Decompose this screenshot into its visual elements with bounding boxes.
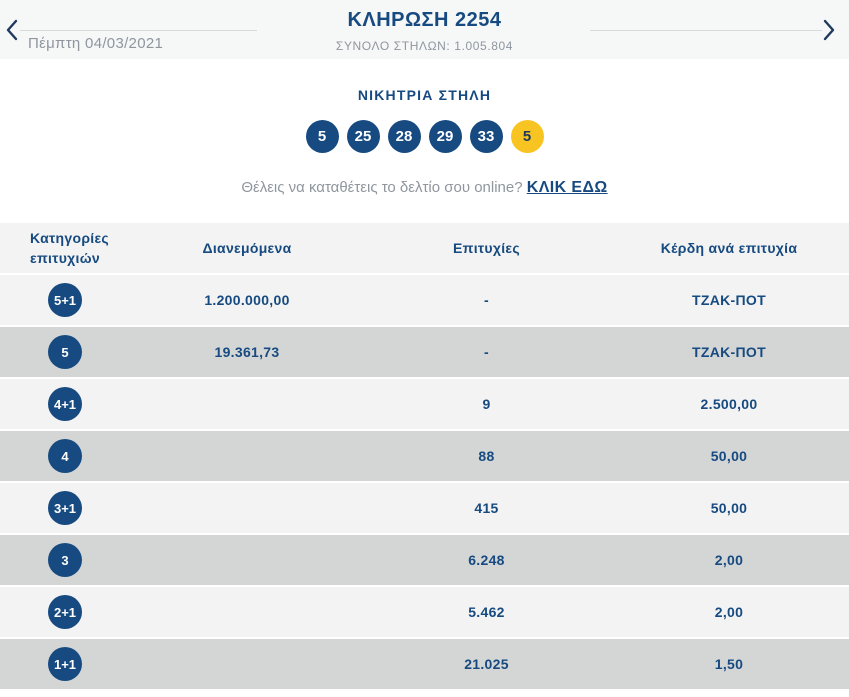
draw-title: ΚΛΗΡΩΣΗ 2254 xyxy=(347,9,502,31)
category-badge: 5+1 xyxy=(48,283,82,317)
draw-header: Πέμπτη 04/03/2021 ΚΛΗΡΩΣΗ 2254 ΣΥΝΟΛΟ ΣΤ… xyxy=(0,0,849,59)
column-header-distributed: Διανεμόμενα xyxy=(202,239,292,256)
previous-draw-button[interactable] xyxy=(5,18,27,42)
hits-value: 415 xyxy=(474,500,499,516)
joker-number-ball: 5 xyxy=(510,120,544,153)
header-divider-left xyxy=(20,30,257,31)
prize-value: 2,00 xyxy=(714,604,744,620)
table-row: 2+1 5.462 2,00 xyxy=(0,587,849,639)
prize-value: ΤΖΑΚ-ΠΟΤ xyxy=(692,292,766,308)
prize-table: Κατηγορίες επιτυχιών Διανεμόμενα Επιτυχί… xyxy=(0,223,849,691)
column-header-prize: Κέρδη ανά επιτυχία xyxy=(660,239,798,256)
table-row: 4 88 50,00 xyxy=(0,431,849,483)
winning-number-ball: 25 xyxy=(346,120,380,153)
draw-date: Πέμπτη 04/03/2021 xyxy=(28,35,164,52)
table-row: 5 19.361,73 - ΤΖΑΚ-ΠΟΤ xyxy=(0,327,849,379)
table-header-row: Κατηγορίες επιτυχιών Διανεμόμενα Επιτυχί… xyxy=(0,223,849,275)
prize-value: ΤΖΑΚ-ΠΟΤ xyxy=(692,344,766,360)
online-prompt: Θέλεις να καταθέτεις το δελτίο σου onlin… xyxy=(0,179,849,197)
winning-number-ball: 29 xyxy=(428,120,462,153)
distributed-value: 19.361,73 xyxy=(214,344,280,360)
winning-column-title: ΝΙΚΗΤΡΙΑ ΣΤΗΛΗ xyxy=(357,87,492,103)
prize-value: 50,00 xyxy=(710,500,748,516)
hits-value: 88 xyxy=(478,448,495,464)
prize-value: 2.500,00 xyxy=(700,396,758,412)
category-badge: 2+1 xyxy=(48,595,82,629)
hits-value: 9 xyxy=(482,396,491,412)
prize-value: 1,50 xyxy=(714,656,744,672)
category-badge: 4+1 xyxy=(48,387,82,421)
winning-number-ball: 28 xyxy=(387,120,421,153)
next-draw-button[interactable] xyxy=(822,18,844,42)
distributed-value: 1.200.000,00 xyxy=(204,292,290,308)
table-row: 5+1 1.200.000,00 - ΤΖΑΚ-ΠΟΤ xyxy=(0,275,849,327)
table-row: 3+1 415 50,00 xyxy=(0,483,849,535)
category-badge: 1+1 xyxy=(48,647,82,681)
header-divider-right xyxy=(590,30,822,31)
table-row: 1+1 21.025 1,50 xyxy=(0,639,849,691)
draw-header-center: ΚΛΗΡΩΣΗ 2254 ΣΥΝΟΛΟ ΣΤΗΛΩΝ: 1.005.804 xyxy=(0,9,849,53)
winning-numbers: 5 25 28 29 33 5 xyxy=(0,120,849,153)
winning-number-ball: 5 xyxy=(305,120,339,153)
prize-value: 2,00 xyxy=(714,552,744,568)
winning-column-section: ΝΙΚΗΤΡΙΑ ΣΤΗΛΗ 5 25 28 29 33 5 Θέλεις να… xyxy=(0,59,849,197)
total-columns-label: ΣΥΝΟΛΟ ΣΤΗΛΩΝ: 1.005.804 xyxy=(335,39,514,53)
column-header-categories: Κατηγορίες επιτυχιών xyxy=(30,229,110,266)
category-badge: 3 xyxy=(48,543,82,577)
click-here-link[interactable]: ΚΛΙΚ ΕΔΩ xyxy=(526,179,608,196)
online-prompt-text: Θέλεις να καταθέτεις το δελτίο σου onlin… xyxy=(241,179,527,196)
hits-value: - xyxy=(484,292,489,308)
chevron-left-icon xyxy=(5,18,27,42)
winning-number-ball: 33 xyxy=(469,120,503,153)
hits-value: - xyxy=(484,344,489,360)
hits-value: 5.462 xyxy=(468,604,505,620)
category-badge: 4 xyxy=(48,439,82,473)
category-badge: 5 xyxy=(48,335,82,369)
prize-value: 50,00 xyxy=(710,448,748,464)
hits-value: 21.025 xyxy=(464,656,509,672)
chevron-right-icon xyxy=(822,18,844,42)
category-badge: 3+1 xyxy=(48,491,82,525)
table-row: 3 6.248 2,00 xyxy=(0,535,849,587)
column-header-hits: Επιτυχίες xyxy=(453,239,520,256)
table-row: 4+1 9 2.500,00 xyxy=(0,379,849,431)
hits-value: 6.248 xyxy=(468,552,505,568)
